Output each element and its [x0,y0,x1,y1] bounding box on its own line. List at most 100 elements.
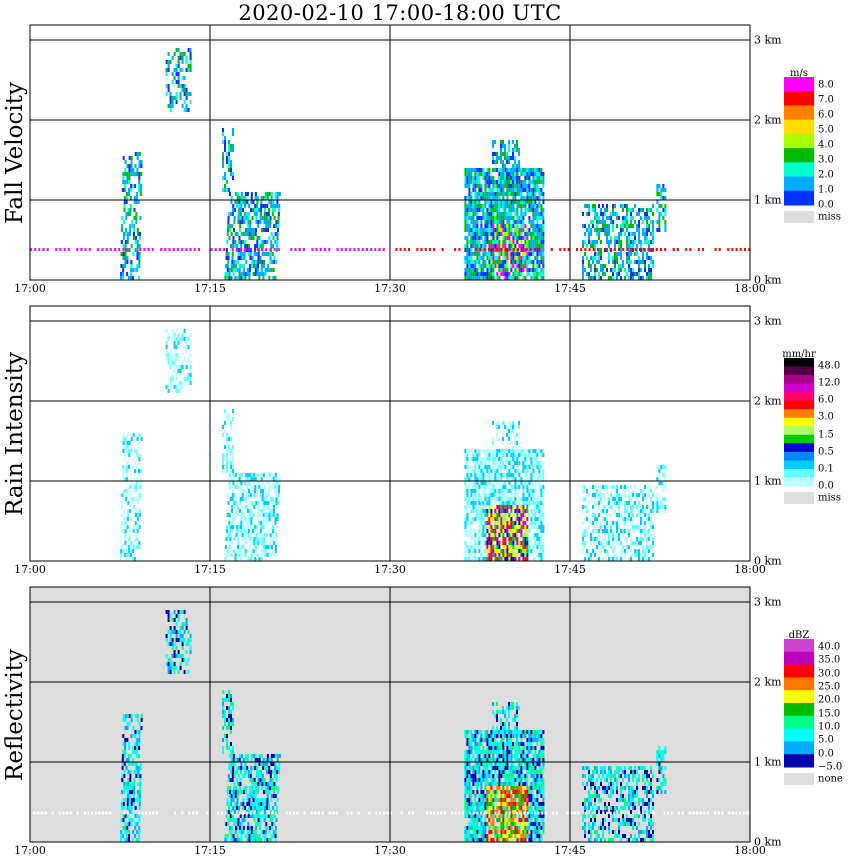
echo-cell [138,746,141,750]
echo-cell [222,156,224,160]
echo-cell [121,473,124,477]
echo-cell [496,521,499,525]
echo-cell [482,264,485,268]
echo-cell [486,276,489,280]
echo-cell [486,256,489,260]
echo-cell [540,517,543,521]
echo-cell [478,168,481,172]
echo-cell [121,501,124,505]
echo-cell [226,726,228,730]
echo-cell [484,264,487,268]
echo-cell [524,557,527,561]
echo-cell [530,493,533,497]
echo-cell [470,477,473,481]
echo-cell [265,509,267,513]
echo-cell [526,449,529,453]
echo-cell [492,228,495,232]
echo-cell [255,774,258,778]
echo-cell [506,557,509,561]
echo-cell [263,818,266,822]
echo-cell [229,778,232,782]
echo-cell [626,505,628,509]
echo-cell [504,421,506,425]
echo-cell [254,473,257,477]
echo-cell [470,501,473,505]
echo-cell [124,180,127,184]
echo-cell [618,525,620,529]
echo-cell [260,553,263,557]
echo-cell [130,160,133,164]
echo-cell [255,545,257,549]
echo-cell [534,541,537,545]
echo-cell [514,252,517,256]
echo-cell [132,457,135,461]
echo-cell [490,497,493,501]
echo-cell [508,144,510,148]
echo-cell [244,834,247,838]
echo-cell [646,545,648,549]
echo-cell [226,457,228,461]
echo-cell [249,264,251,268]
echo-cell [640,513,642,517]
echo-cell [518,513,521,517]
echo-cell [177,369,180,373]
echo-cell [650,268,652,272]
echo-cell [590,240,592,244]
echo-cell [486,236,489,240]
echo-cell [132,541,135,545]
echo-cell [224,557,227,561]
echo-cell [630,505,632,509]
echo-cell [169,634,172,638]
noise-cell [525,248,528,251]
echo-cell [250,236,253,240]
echo-cell [136,256,139,260]
echo-cell [624,493,626,497]
echo-cell [492,465,495,469]
echo-cell [165,385,168,389]
echo-cell [606,549,608,553]
echo-cell [498,232,501,236]
echo-cell [632,541,634,545]
echo-cell [123,786,126,790]
echo-cell [610,545,612,549]
echo-cell [470,517,473,521]
echo-cell [644,268,646,272]
echo-cell [242,208,244,212]
echo-cell [464,449,467,453]
echo-cell [594,493,596,497]
echo-cell [480,236,483,240]
echo-cell [130,276,132,280]
echo-cell [640,509,642,513]
echo-cell [646,228,648,232]
echo-cell [510,517,513,521]
echo-cell [616,252,618,256]
echo-cell [598,232,600,236]
echo-cell [258,485,261,489]
echo-cell [255,228,257,232]
echo-cell [540,180,543,184]
echo-cell [179,365,182,369]
echo-cell [648,521,650,525]
echo-cell [226,240,229,244]
echo-cell [240,204,243,208]
echo-cell [123,782,126,786]
echo-cell [266,553,269,557]
echo-cell [480,541,483,545]
echo-cell [179,666,182,670]
echo-cell [528,545,531,549]
echo-cell [137,481,140,485]
echo-cell [624,529,626,533]
echo-cell [506,192,509,196]
echo-cell [239,224,242,228]
echo-cell [181,52,184,56]
echo-cell [510,493,513,497]
echo-cell [131,782,134,786]
echo-cell [226,417,228,421]
echo-cell [498,184,501,188]
colorbar-missing-swatch [784,492,814,504]
echo-cell [470,200,473,204]
echo-cell [238,754,241,758]
echo-cell [121,493,124,497]
echo-cell [600,485,602,489]
echo-cell [121,774,124,778]
